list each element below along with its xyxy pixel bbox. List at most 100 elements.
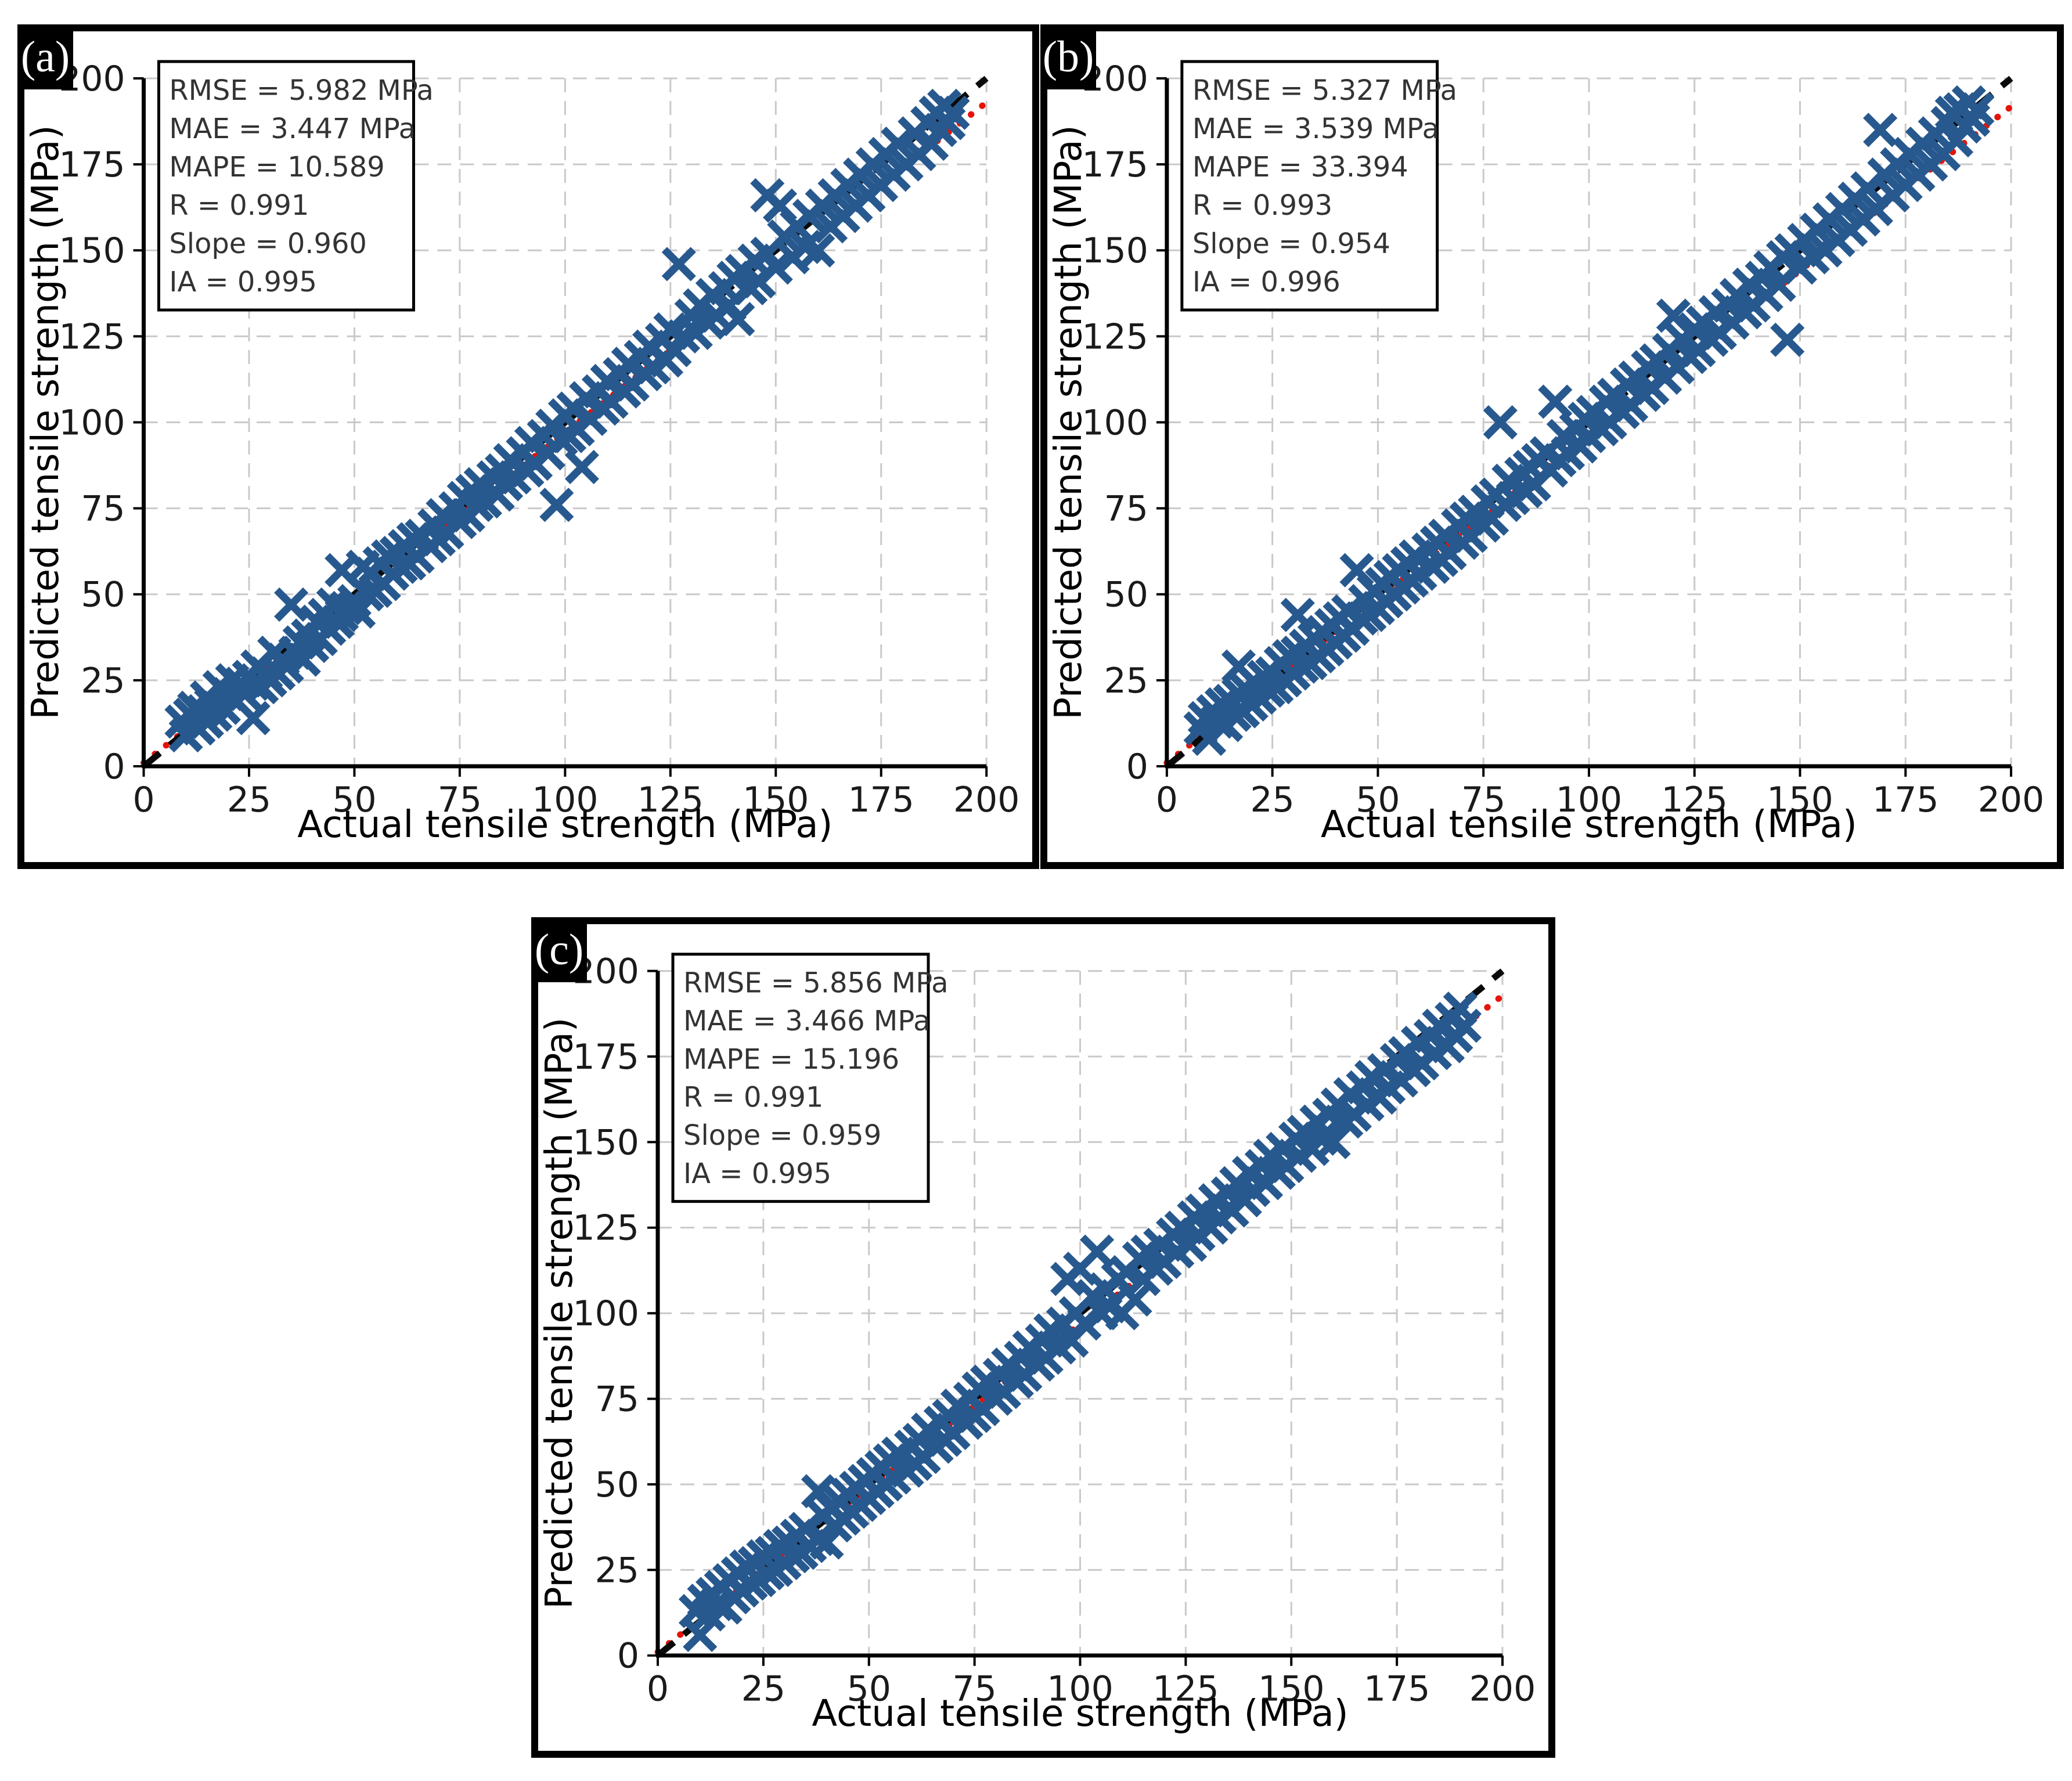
stats-line: MAPE = 15.196	[683, 1044, 899, 1076]
y-tick-label: 150	[59, 230, 125, 271]
stats-line: RMSE = 5.982 MPa	[169, 75, 433, 107]
y-tick-label: 125	[572, 1208, 639, 1249]
stats-line: Slope = 0.959	[683, 1120, 881, 1152]
y-tick-label: 150	[572, 1122, 639, 1163]
stats-line: RMSE = 5.856 MPa	[683, 968, 949, 1000]
data-point-marker	[236, 701, 271, 736]
stats-line: R = 0.991	[683, 1082, 823, 1114]
y-tick-label: 0	[1126, 747, 1148, 787]
x-axis-label: Actual tensile strength (MPa)	[1321, 803, 1857, 846]
y-tick-label: 0	[617, 1636, 639, 1677]
y-tick-label: 100	[1082, 402, 1148, 443]
y-axis-label: Predicted tensile strength (MPa)	[1047, 125, 1090, 719]
x-tick-label: 25	[1251, 780, 1295, 820]
x-axis-label: Actual tensile strength (MPa)	[812, 1692, 1348, 1735]
y-axis-label: Predicted tensile strength (MPa)	[24, 125, 67, 719]
axes	[1156, 77, 2013, 777]
stats-line: MAE = 3.447 MPa	[169, 113, 416, 145]
y-tick-label: 50	[1104, 575, 1148, 615]
x-tick-label: 100	[1556, 780, 1622, 820]
data-point-marker	[1483, 405, 1518, 440]
x-tick-label: 200	[1469, 1669, 1536, 1710]
axes	[133, 77, 988, 777]
stats-line: MAPE = 10.589	[169, 152, 384, 183]
x-tick-label: 0	[647, 1669, 669, 1710]
x-tick-label: 0	[132, 780, 154, 820]
data-point-marker	[935, 95, 970, 130]
data-point-marker	[1960, 92, 1995, 127]
y-tick-label: 100	[59, 402, 125, 443]
x-tick-label: 50	[1356, 780, 1400, 820]
data-point-marker	[539, 488, 574, 522]
data-point-marker	[1280, 597, 1315, 632]
x-tick-label: 200	[953, 780, 1019, 820]
y-tick-label: 75	[81, 489, 125, 529]
x-tick-label: 150	[743, 780, 809, 820]
stats-box: RMSE = 5.856 MPa MAE = 3.466 MPa MAPE = 15…	[671, 953, 949, 1203]
x-tick-label: 100	[532, 780, 598, 820]
data-point-marker	[1770, 322, 1805, 357]
y-tick-label: 75	[595, 1379, 639, 1420]
x-tick-label: 75	[952, 1669, 996, 1710]
y-tick-label: 150	[1082, 230, 1148, 271]
scatter-points	[678, 992, 1482, 1652]
y-tick-label: 175	[1082, 145, 1148, 185]
panel-a-label: (a)	[17, 24, 73, 89]
x-tick-label: 200	[1978, 780, 2044, 820]
stats-box: RMSE = 5.982 MPa MAE = 3.447 MPa MAPE = 10…	[157, 60, 434, 312]
x-tick-label: 100	[1047, 1669, 1114, 1710]
tick-labels: 00 25 25 50 50 75 75 100 100 125 125 150 150 175 175 20…	[59, 59, 1019, 820]
data-point-marker	[1118, 1282, 1152, 1317]
stats-line: MAPE = 33.394	[1192, 151, 1408, 183]
stats-line: Slope = 0.954	[1192, 228, 1390, 260]
x-tick-label: 25	[741, 1669, 785, 1710]
y-tick-label: 25	[1104, 661, 1148, 701]
data-point-marker	[1080, 1234, 1115, 1269]
stats-line: IA = 0.995	[169, 266, 317, 298]
y-tick-label: 100	[572, 1293, 639, 1334]
data-point-marker	[720, 302, 755, 337]
y-tick-label: 75	[1104, 489, 1148, 529]
data-point-marker	[564, 449, 599, 485]
axes	[647, 969, 1504, 1666]
y-tick-label: 125	[59, 316, 125, 357]
y-tick-label: 50	[81, 575, 125, 615]
data-point-marker	[1538, 384, 1573, 419]
y-tick-label: 175	[572, 1037, 639, 1077]
x-tick-label: 175	[1872, 780, 1938, 820]
y-tick-label: 125	[1082, 316, 1148, 357]
x-tick-label: 175	[1364, 1669, 1430, 1710]
stats-line: R = 0.991	[169, 190, 309, 222]
scatter-points	[164, 88, 970, 753]
x-tick-label: 0	[1156, 780, 1178, 820]
data-point-marker	[661, 247, 696, 282]
x-tick-label: 50	[847, 1669, 891, 1710]
x-tick-label: 175	[848, 780, 914, 820]
y-tick-label: 50	[595, 1465, 639, 1505]
stats-line: IA = 0.995	[683, 1158, 831, 1190]
panel-b: (b) 0 0 25 25 50 50 75 75 100 100 125 125 150 150 175 1…	[1040, 24, 2064, 869]
data-point-marker	[1316, 1124, 1351, 1159]
x-tick-label: 125	[1152, 1669, 1219, 1710]
data-point-marker	[274, 587, 309, 622]
data-point-marker	[809, 1525, 844, 1560]
scatter-plot-b: 00 25 25 50 50 75 75 100 100 125 125 150 150 175 175 20…	[1047, 59, 2044, 846]
panel-a: (a) 0 0 25 25 50 50 75 75 100 100 125 125 150 150 175 1…	[17, 24, 1039, 869]
panel-c: (c) 0 0 25 25 50 50 75 75 100 100 125 125 150 150 175 1…	[531, 917, 1555, 1758]
x-tick-label: 75	[438, 780, 482, 820]
stats-line: R = 0.993	[1192, 189, 1332, 222]
data-point-marker	[1656, 298, 1691, 333]
stats-line: Slope = 0.960	[169, 228, 366, 260]
stats-line: IA = 0.996	[1192, 266, 1341, 298]
y-tick-label: 25	[595, 1550, 639, 1591]
y-axis-label: Predicted tensile strength (MPa)	[538, 1018, 581, 1609]
panel-b-label: (b)	[1040, 24, 1096, 89]
x-tick-label: 50	[332, 780, 376, 820]
scatter-plot-a: 00 25 25 50 50 75 75 100 100 125 125 150 150 175 175 20…	[24, 59, 1019, 846]
x-tick-label: 75	[1461, 780, 1505, 820]
x-axis-label: Actual tensile strength (MPa)	[297, 803, 833, 846]
y-tick-label: 25	[81, 661, 125, 701]
scatter-plot-c: 00 25 25 50 50 75 75 100 100 125 125 150 150 175 175 20…	[538, 951, 1536, 1736]
y-tick-label: 0	[103, 747, 125, 787]
stats-line: MAE = 3.539 MPa	[1192, 113, 1439, 145]
